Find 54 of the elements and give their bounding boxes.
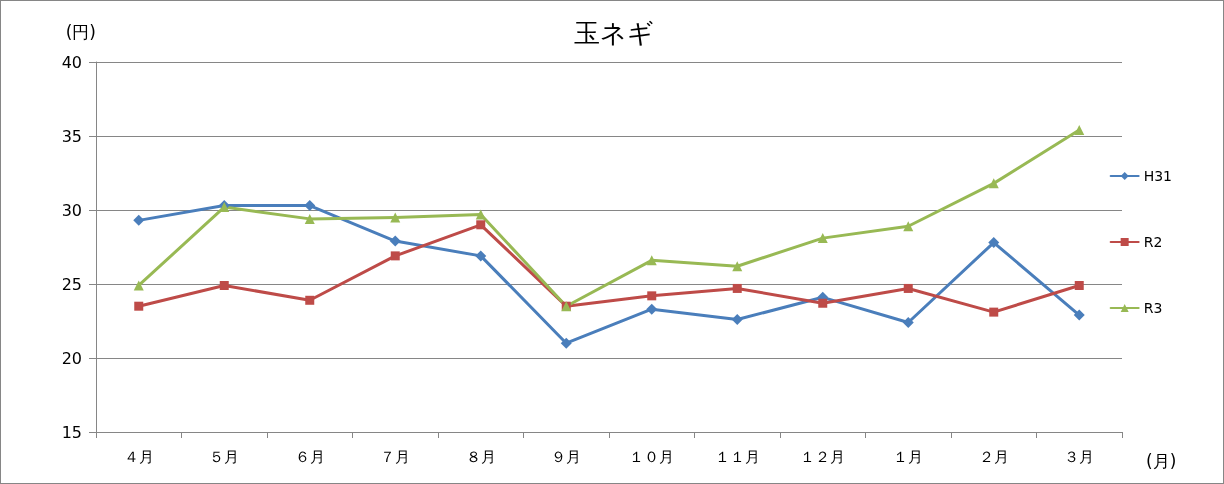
point	[647, 291, 657, 301]
y-tick-label: 15	[61, 422, 82, 442]
x-tick-label: ８月	[465, 447, 496, 466]
point	[133, 214, 145, 226]
x-tick-label: ７月	[380, 447, 411, 466]
y-tick-label: 25	[61, 274, 82, 294]
y-tick-label: 40	[61, 52, 82, 72]
point	[389, 235, 401, 247]
chart-title: 玉ネギ	[574, 18, 654, 48]
point	[818, 298, 828, 308]
point	[133, 280, 144, 291]
x-tick-label: ３月	[1064, 447, 1095, 466]
point	[476, 220, 486, 230]
x-tick-label: ６月	[294, 447, 325, 466]
point	[903, 221, 914, 232]
point	[989, 307, 999, 317]
point	[219, 280, 229, 290]
point	[134, 301, 144, 311]
legend-label: H31	[1143, 168, 1172, 184]
x-tick-label: ４月	[123, 447, 154, 466]
x-tick-label: １月	[893, 447, 924, 466]
point	[475, 250, 487, 262]
point	[988, 237, 1000, 249]
point	[731, 314, 743, 326]
y-tick-label: 20	[61, 348, 82, 368]
x-tick-label: １２月	[800, 447, 846, 466]
point	[817, 233, 828, 244]
y-tick-label: 30	[61, 200, 82, 220]
x-tick-label: ９月	[551, 447, 582, 466]
legend-label: R2	[1143, 234, 1163, 250]
point	[1073, 309, 1085, 321]
y-tick-label: 35	[61, 126, 82, 146]
point	[304, 213, 315, 224]
x-tick-label: １０月	[629, 447, 675, 466]
y-axis-title: (円)	[65, 21, 96, 42]
x-tick-label: ２月	[978, 447, 1009, 466]
point	[560, 337, 572, 349]
point	[903, 283, 913, 293]
point	[1074, 125, 1085, 136]
x-tick-label: １１月	[714, 447, 760, 466]
point	[475, 209, 486, 220]
point	[390, 212, 401, 223]
x-axis-title: (月)	[1146, 450, 1177, 471]
point	[390, 251, 400, 261]
point	[732, 261, 743, 272]
point	[646, 303, 658, 315]
point	[646, 255, 657, 266]
point	[732, 283, 742, 293]
x-tick-label: ５月	[209, 447, 240, 466]
point	[902, 316, 914, 328]
point	[305, 295, 315, 305]
point	[1074, 280, 1084, 290]
legend-label: R3	[1143, 300, 1163, 316]
point	[988, 178, 999, 189]
